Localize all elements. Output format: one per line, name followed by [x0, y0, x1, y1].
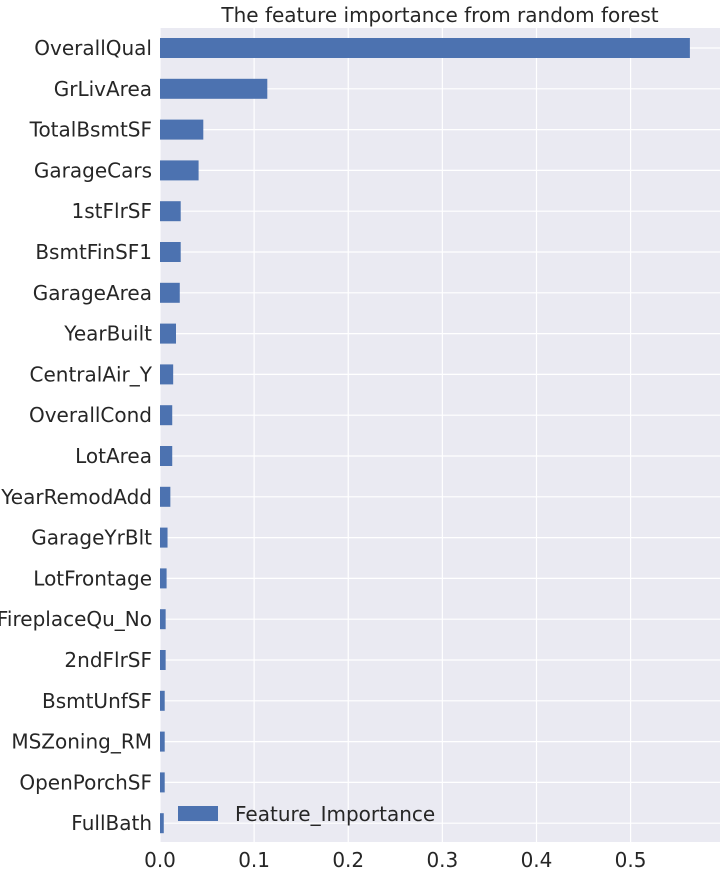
- bar-centralair-y: [160, 364, 174, 385]
- y-tick-label: BsmtFinSF1: [35, 240, 152, 264]
- x-tick-label: 0.5: [615, 848, 647, 872]
- bar-garageyrblt: [160, 527, 168, 548]
- legend-label: Feature_Importance: [235, 802, 435, 826]
- y-tick-label: 2ndFlrSF: [64, 648, 152, 672]
- y-tick-label: LotFrontage: [33, 566, 152, 590]
- y-tick-label: YearBuilt: [63, 322, 152, 346]
- bar-overallcond: [160, 405, 173, 426]
- bar-bsmtfinsf1: [160, 242, 181, 262]
- y-tick-label: GarageArea: [33, 281, 152, 305]
- y-tick-label: GarageCars: [34, 158, 152, 182]
- y-tick-label: 1stFlrSF: [72, 199, 152, 223]
- y-tick-label: LotArea: [75, 444, 152, 468]
- x-tick-label: 0.2: [332, 848, 364, 872]
- grid-lines: [159, 28, 720, 842]
- plot-background: [160, 28, 720, 842]
- bar-yearremodadd: [160, 486, 171, 507]
- y-tick-label: FireplaceQu_No: [0, 607, 152, 631]
- bar-grlivarea: [160, 78, 268, 99]
- y-tick-label: FullBath: [71, 811, 152, 835]
- bars: [160, 38, 690, 834]
- bar-fireplacequ-no: [160, 609, 166, 630]
- bar-lotarea: [160, 446, 173, 466]
- bar-bsmtunfsf: [160, 690, 165, 711]
- y-tick-label: GrLivArea: [54, 77, 152, 101]
- bar-totalbsmtsf: [160, 119, 204, 140]
- bar-2ndflrsf: [160, 650, 166, 670]
- x-tick-label: 0.3: [426, 848, 458, 872]
- y-tick-label: MSZoning_RM: [11, 730, 152, 754]
- x-tick-label: 0.4: [521, 848, 553, 872]
- x-tick-labels: 0.0 0.1 0.2 0.3 0.4 0.5: [144, 848, 646, 872]
- y-tick-label: CentralAir_Y: [30, 362, 153, 386]
- bar-yearbuilt: [160, 323, 176, 344]
- bar-garagecars: [160, 160, 199, 181]
- bar-1stflrsf: [160, 201, 181, 222]
- y-tick-label: OverallCond: [29, 403, 152, 427]
- x-tick-label: 0.1: [238, 848, 270, 872]
- bar-fullbath: [160, 813, 164, 834]
- y-tick-label: OpenPorchSF: [19, 770, 152, 794]
- y-tick-label: GarageYrBlt: [31, 526, 152, 550]
- y-tick-labels: OverallQual GrLivArea TotalBsmtSF GarageCar…: [0, 36, 153, 835]
- bar-mszoning-rm: [160, 731, 165, 752]
- y-tick-label: OverallQual: [34, 36, 152, 60]
- bar-overallqual: [160, 38, 690, 58]
- y-tick-label: TotalBsmtSF: [29, 118, 152, 142]
- bar-lotfrontage: [160, 568, 167, 589]
- bar-openporchsf: [160, 772, 165, 793]
- y-tick-label: BsmtUnfSF: [42, 689, 152, 713]
- bar-garagearea: [160, 282, 180, 303]
- x-tick-label: 0.0: [144, 848, 176, 872]
- legend-swatch: [178, 806, 218, 821]
- legend: Feature_Importance: [178, 802, 435, 826]
- y-tick-label: YearRemodAdd: [0, 485, 152, 509]
- chart-title: The feature importance from random fores…: [220, 3, 658, 27]
